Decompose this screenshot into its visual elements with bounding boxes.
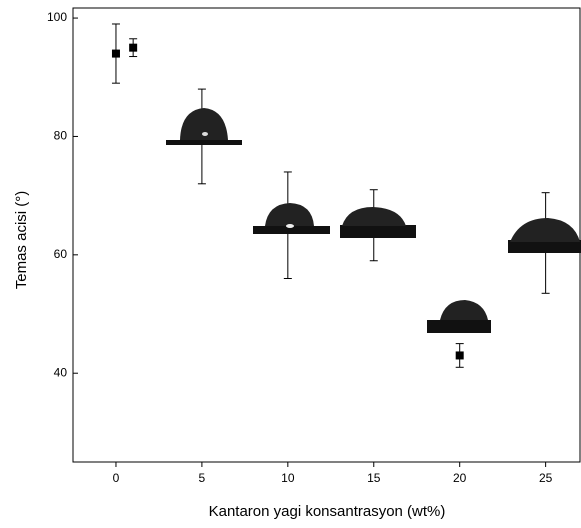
droplet bbox=[427, 300, 491, 333]
droplet bbox=[340, 207, 416, 238]
plot-frame bbox=[72, 7, 581, 463]
droplet bbox=[166, 108, 242, 145]
marker bbox=[455, 351, 464, 360]
droplet bbox=[508, 218, 581, 253]
droplet-images bbox=[166, 108, 581, 333]
y-tick-label: 60 bbox=[54, 247, 68, 261]
x-tick-label: 10 bbox=[281, 471, 295, 485]
x-tick-label: 0 bbox=[113, 471, 120, 485]
x-axis-title: Kantaron yagi konsantrasyon (wt%) bbox=[209, 503, 446, 520]
droplet bbox=[253, 203, 330, 234]
y-tick-label: 40 bbox=[54, 365, 68, 379]
x-tick-label: 20 bbox=[453, 471, 467, 485]
marker bbox=[111, 49, 120, 58]
x-tick-label: 25 bbox=[539, 471, 553, 485]
y-tick-label: 100 bbox=[47, 10, 67, 24]
y-tick-label: 80 bbox=[54, 129, 68, 143]
marker bbox=[129, 43, 138, 52]
y-axis-title: Temas acisi (°) bbox=[13, 191, 30, 290]
x-tick-label: 15 bbox=[367, 471, 381, 485]
x-tick-label: 5 bbox=[199, 471, 206, 485]
